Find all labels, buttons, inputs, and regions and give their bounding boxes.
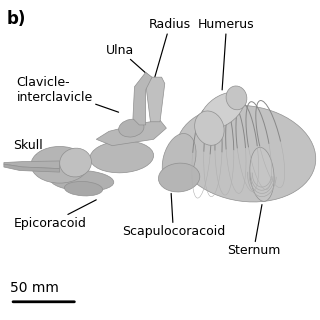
- Polygon shape: [133, 72, 152, 125]
- Ellipse shape: [50, 170, 114, 191]
- Ellipse shape: [119, 119, 144, 137]
- Text: Skull: Skull: [13, 139, 43, 162]
- Ellipse shape: [162, 133, 196, 187]
- Polygon shape: [146, 77, 165, 122]
- Polygon shape: [4, 161, 60, 169]
- Ellipse shape: [226, 86, 247, 110]
- Text: Epicoracoid: Epicoracoid: [13, 200, 96, 230]
- Text: Radius: Radius: [149, 18, 191, 87]
- Ellipse shape: [200, 92, 244, 129]
- Ellipse shape: [250, 147, 274, 201]
- Ellipse shape: [31, 147, 88, 183]
- Text: Clavicle-
interclavicle: Clavicle- interclavicle: [17, 76, 119, 112]
- Text: Ulna: Ulna: [106, 44, 150, 77]
- Ellipse shape: [158, 163, 200, 192]
- Polygon shape: [4, 164, 60, 172]
- Ellipse shape: [64, 181, 103, 196]
- Ellipse shape: [176, 105, 316, 202]
- Ellipse shape: [60, 148, 92, 177]
- Polygon shape: [96, 120, 166, 146]
- Text: Sternum: Sternum: [227, 204, 280, 257]
- Ellipse shape: [90, 141, 154, 173]
- Ellipse shape: [195, 111, 224, 145]
- Text: 50 mm: 50 mm: [10, 281, 59, 295]
- Text: Scapulocoracoid: Scapulocoracoid: [122, 194, 225, 238]
- Text: Humerus: Humerus: [198, 18, 255, 90]
- Text: b): b): [7, 10, 27, 28]
